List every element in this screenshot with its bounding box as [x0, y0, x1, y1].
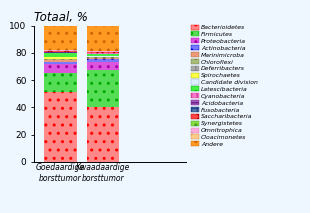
Bar — [87, 53, 119, 54]
Legend: Bacterioidetes, Firmicutes, Proteobacteria, Actinobacteria, Marinimicroba, Chlor: Bacterioidetes, Firmicutes, Proteobacter… — [191, 24, 258, 147]
Bar — [87, 62, 119, 70]
Bar — [44, 62, 77, 64]
Bar — [44, 51, 77, 52]
Bar — [44, 60, 77, 62]
Bar — [87, 51, 119, 52]
Bar — [87, 107, 119, 162]
Bar — [87, 58, 119, 59]
Bar — [44, 59, 77, 60]
Bar — [44, 52, 77, 53]
Bar — [44, 92, 77, 162]
Bar — [44, 64, 77, 73]
Bar — [87, 57, 119, 58]
Bar — [87, 52, 119, 53]
Bar — [87, 59, 119, 62]
Bar — [87, 56, 119, 57]
Bar — [44, 57, 77, 59]
Bar — [87, 26, 119, 51]
Bar — [87, 54, 119, 56]
Bar — [44, 73, 77, 92]
Bar — [87, 70, 119, 107]
Bar — [44, 50, 77, 51]
Bar — [44, 53, 77, 57]
Text: Totaal, %: Totaal, % — [34, 11, 88, 24]
Bar — [44, 26, 77, 50]
